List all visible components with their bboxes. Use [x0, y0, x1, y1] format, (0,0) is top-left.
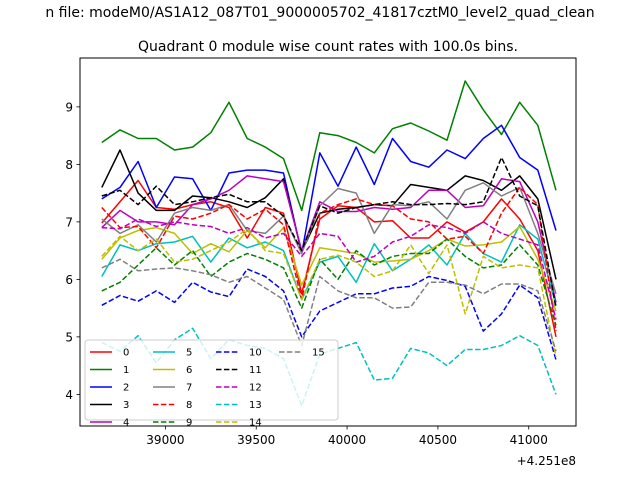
series-line-13	[101, 327, 557, 407]
y-tick-label: 9	[65, 100, 73, 114]
legend-label-7: 7	[186, 383, 192, 394]
x-tick-label: 40500	[419, 433, 457, 447]
legend-label-15: 15	[312, 348, 325, 359]
x-offset-label: +4.251e8	[517, 454, 576, 468]
series-line-7	[101, 182, 557, 295]
series-line-10	[101, 268, 557, 361]
legend-label-13: 13	[249, 400, 262, 411]
legend-label-6: 6	[186, 365, 192, 376]
y-tick-label: 7	[65, 215, 73, 229]
series-line-4	[101, 175, 557, 303]
plot-area	[79, 57, 577, 427]
legend-label-0: 0	[123, 348, 129, 359]
series-line-11	[101, 156, 557, 309]
legend-label-5: 5	[186, 348, 192, 359]
chart-title: Quadrant 0 module wise count rates with …	[138, 39, 518, 55]
legend-label-1: 1	[123, 365, 129, 376]
series-line-9	[101, 238, 557, 326]
series-line-5	[101, 224, 557, 306]
x-tick-label: 39000	[146, 433, 184, 447]
x-tick-label: 41000	[510, 433, 548, 447]
series-line-15	[101, 258, 557, 352]
legend-label-4: 4	[123, 418, 129, 429]
x-tick-label: 39500	[237, 433, 275, 447]
legend-frame	[84, 339, 339, 421]
legend-label-3: 3	[123, 400, 129, 411]
legend-label-11: 11	[249, 365, 262, 376]
legend-label-12: 12	[249, 383, 262, 394]
y-tick-label: 4	[65, 388, 73, 402]
series-line-1	[101, 80, 557, 212]
x-tick-label: 40000	[328, 433, 366, 447]
axes-frame	[79, 57, 577, 427]
y-axis: 4 5 6 7 8 9	[65, 100, 80, 402]
series-line-14	[101, 228, 557, 358]
y-tick-label: 6	[65, 273, 73, 287]
series-line-2	[101, 124, 557, 255]
series-line-12	[101, 218, 557, 320]
figure-suptitle: n file: modeM0/AS1A12_087T01_9000005702_…	[45, 5, 594, 21]
x-axis: 39000 39500 40000 40500 41000	[146, 426, 548, 447]
legend-label-14: 14	[249, 418, 262, 429]
legend-label-10: 10	[249, 348, 262, 359]
legend-label-8: 8	[186, 400, 192, 411]
y-tick-label: 5	[65, 330, 73, 344]
legend-label-2: 2	[123, 383, 129, 394]
y-tick-label: 8	[65, 158, 73, 172]
series-layer	[101, 80, 557, 407]
series-line-6	[101, 225, 557, 312]
legend-label-9: 9	[186, 418, 192, 429]
series-line-8	[101, 186, 557, 332]
series-line-3	[101, 149, 557, 280]
